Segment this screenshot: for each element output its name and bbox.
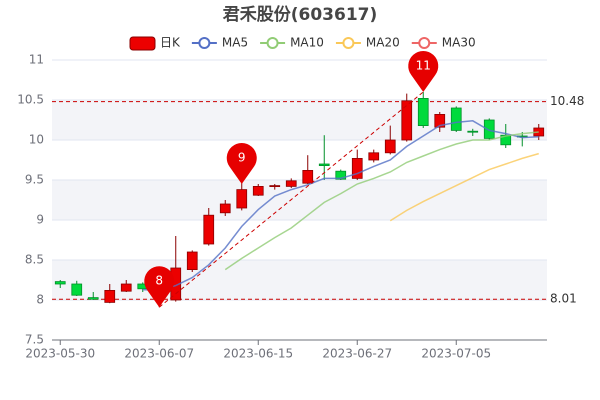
candle-body — [450, 107, 462, 131]
legend-label: 日K — [160, 36, 181, 50]
split-area — [52, 180, 547, 220]
mark-point-label: 8 — [155, 274, 163, 288]
legend-label: MA10 — [290, 36, 324, 50]
mark-point-pin — [144, 266, 175, 308]
ma-line — [142, 120, 539, 292]
split-area — [52, 100, 547, 140]
candle-body — [434, 114, 446, 128]
candle-body — [104, 289, 116, 303]
candle-body — [120, 283, 132, 292]
y-tick-label: 8.5 — [25, 253, 44, 267]
candle-body — [219, 203, 231, 214]
candle-body — [483, 119, 495, 139]
ma-line — [389, 152, 539, 222]
candle-body — [401, 100, 413, 141]
candle-body — [467, 130, 479, 133]
x-tick-label: 2023-05-30 — [25, 347, 95, 361]
x-tick-label: 2023-06-15 — [223, 347, 293, 361]
candle-body — [203, 214, 215, 245]
candle-body — [285, 180, 297, 187]
y-tick-label: 8 — [36, 293, 44, 307]
legend-label: MA20 — [366, 36, 400, 50]
legend-swatch — [342, 37, 355, 49]
candle-body — [71, 283, 83, 296]
mark-line-label: 10.48 — [550, 94, 584, 108]
candle-body — [318, 163, 330, 166]
mark-point-label: 11 — [416, 59, 431, 73]
legend-swatch — [418, 37, 431, 49]
candle-body — [269, 185, 281, 188]
y-tick-label: 11 — [29, 53, 44, 67]
legend-label: MA30 — [442, 36, 476, 50]
y-tick-label: 7.5 — [25, 333, 44, 347]
x-tick-label: 2023-06-27 — [322, 347, 392, 361]
candle-body — [335, 170, 347, 180]
split-area — [52, 260, 547, 300]
ma-line — [224, 131, 539, 271]
candle-body — [351, 157, 363, 179]
candle-body — [54, 281, 66, 285]
candle-body — [87, 297, 99, 300]
legend-label: MA5 — [222, 36, 248, 50]
legend-swatch — [198, 37, 211, 49]
legend: 日K MA5 MA10 MA20 MA30 — [129, 36, 476, 51]
candle-body — [236, 189, 248, 209]
candle-body — [252, 185, 264, 196]
candle-body — [500, 134, 512, 146]
candle-body — [368, 152, 380, 161]
mark-point-pin — [226, 143, 257, 184]
y-tick-label: 9.5 — [25, 173, 44, 187]
legend-swatch — [266, 37, 279, 49]
candle-body — [302, 169, 314, 184]
x-tick-label: 2023-07-05 — [421, 347, 491, 361]
y-tick-label: 10 — [29, 133, 44, 147]
mark-point-pin — [408, 51, 439, 92]
y-tick-label: 10.5 — [17, 93, 44, 107]
candle-body — [417, 98, 429, 127]
trend-line — [158, 91, 424, 308]
candle-body — [384, 139, 396, 154]
y-tick-label: 9 — [36, 213, 44, 227]
chart-title: 君禾股份(603617) — [223, 4, 378, 25]
legend-swatch — [129, 36, 156, 51]
mark-line-label: 8.01 — [550, 292, 577, 306]
candle-body — [186, 251, 198, 271]
mark-point-label: 9 — [238, 151, 246, 165]
x-tick-label: 2023-06-07 — [124, 347, 194, 361]
